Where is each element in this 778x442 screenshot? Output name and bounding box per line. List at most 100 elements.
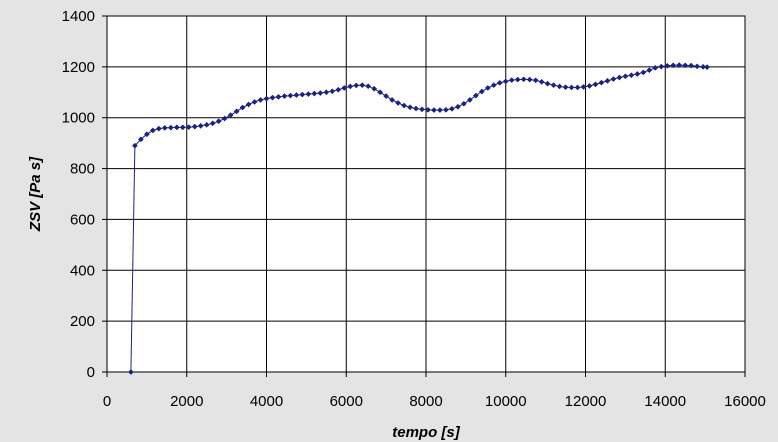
data-point-marker	[287, 92, 294, 99]
x-axis-title: tempo [s]	[392, 424, 461, 441]
data-point-marker	[484, 85, 491, 91]
data-point-marker	[442, 106, 449, 113]
y-tick-label: 0	[87, 364, 95, 381]
data-point-marker	[191, 123, 198, 130]
x-tick-label: 12000	[565, 393, 607, 410]
data-point-marker	[502, 78, 509, 85]
y-tick-label: 600	[70, 211, 95, 228]
data-point-marker	[227, 112, 234, 119]
data-point-marker	[670, 62, 677, 69]
data-point-marker	[311, 90, 318, 97]
data-point-marker	[454, 103, 461, 110]
data-point-marker	[586, 82, 593, 89]
data-point-marker	[682, 62, 689, 69]
data-point-marker	[371, 85, 378, 92]
data-point-marker	[317, 90, 324, 97]
x-tick-label: 6000	[330, 393, 363, 410]
data-point-marker	[407, 104, 414, 111]
data-point-marker	[215, 118, 222, 125]
data-point-marker	[496, 79, 503, 86]
y-tick-label: 1400	[62, 8, 95, 25]
data-point-marker	[574, 84, 581, 91]
data-point-marker	[628, 72, 635, 79]
data-point-marker	[335, 86, 342, 93]
data-point-marker	[233, 108, 240, 115]
data-point-marker	[281, 93, 288, 100]
data-point-marker	[149, 127, 156, 134]
data-point-marker	[377, 89, 384, 96]
data-point-marker	[347, 83, 354, 90]
data-point-marker	[359, 82, 366, 89]
data-point-marker	[520, 76, 527, 83]
data-point-marker	[131, 142, 138, 149]
data-point-marker	[323, 89, 330, 96]
data-point-marker	[127, 369, 134, 375]
data-point-marker	[389, 96, 396, 103]
data-point-marker	[676, 62, 683, 69]
y-tick-label: 1200	[62, 59, 95, 76]
data-point-marker	[562, 84, 569, 91]
data-point-marker	[550, 82, 557, 89]
x-tick-label: 0	[103, 393, 111, 410]
data-point-marker	[622, 73, 629, 80]
data-point-marker	[437, 107, 443, 114]
data-point-marker	[401, 102, 408, 109]
data-point-marker	[658, 63, 665, 70]
y-tick-label: 200	[70, 313, 95, 330]
data-point-marker	[532, 77, 539, 84]
data-point-marker	[556, 83, 563, 90]
y-axis-ticks: 0 200 400 600 800 1000 1200 1400	[62, 8, 107, 381]
data-point-marker	[353, 82, 360, 89]
data-point-marker	[419, 106, 425, 113]
data-point-marker	[197, 122, 204, 129]
data-point-marker	[700, 63, 707, 70]
data-point-marker	[460, 100, 467, 107]
data-point-marker	[395, 100, 402, 106]
x-tick-label: 8000	[409, 393, 442, 410]
data-point-marker	[299, 91, 306, 98]
data-point-marker	[305, 91, 312, 98]
data-point-marker	[431, 107, 437, 114]
data-point-marker	[646, 67, 653, 74]
data-point-marker	[221, 115, 228, 122]
data-point-marker	[664, 62, 671, 69]
x-tick-label: 2000	[170, 393, 203, 410]
data-point-marker	[329, 88, 336, 95]
data-point-marker	[526, 76, 533, 83]
data-point-marker	[263, 95, 270, 102]
x-tick-label: 10000	[485, 393, 527, 410]
data-point-marker	[610, 76, 617, 83]
data-point-marker	[604, 77, 611, 84]
data-point-marker	[538, 78, 545, 85]
data-point-marker	[472, 92, 479, 99]
data-point-marker	[448, 105, 455, 112]
data-point-marker	[688, 62, 695, 69]
data-point-marker	[568, 84, 575, 91]
data-point-marker	[137, 136, 144, 143]
data-point-marker	[155, 125, 162, 132]
data-point-marker	[365, 83, 372, 90]
data-point-marker	[293, 92, 300, 99]
data-point-marker	[694, 63, 701, 70]
data-point-marker	[203, 121, 210, 128]
data-point-marker	[413, 105, 419, 112]
data-point-marker	[209, 120, 216, 127]
data-point-marker	[185, 124, 192, 131]
data-point-marker	[179, 124, 186, 131]
y-axis-title: ZSV [Pa s]	[27, 156, 44, 232]
data-point-marker	[508, 77, 515, 84]
y-tick-label: 800	[70, 161, 95, 178]
data-point-marker	[257, 96, 264, 103]
data-point-marker	[592, 81, 599, 88]
data-point-marker	[544, 80, 551, 87]
data-point-marker	[704, 64, 711, 71]
data-point-marker	[173, 124, 180, 131]
y-tick-label: 400	[70, 262, 95, 279]
data-point-marker	[161, 124, 168, 131]
series-layer	[127, 62, 711, 375]
data-point-marker	[275, 93, 282, 100]
x-tick-label: 4000	[250, 393, 283, 410]
data-point-marker	[167, 124, 174, 131]
data-point-marker	[245, 101, 252, 108]
